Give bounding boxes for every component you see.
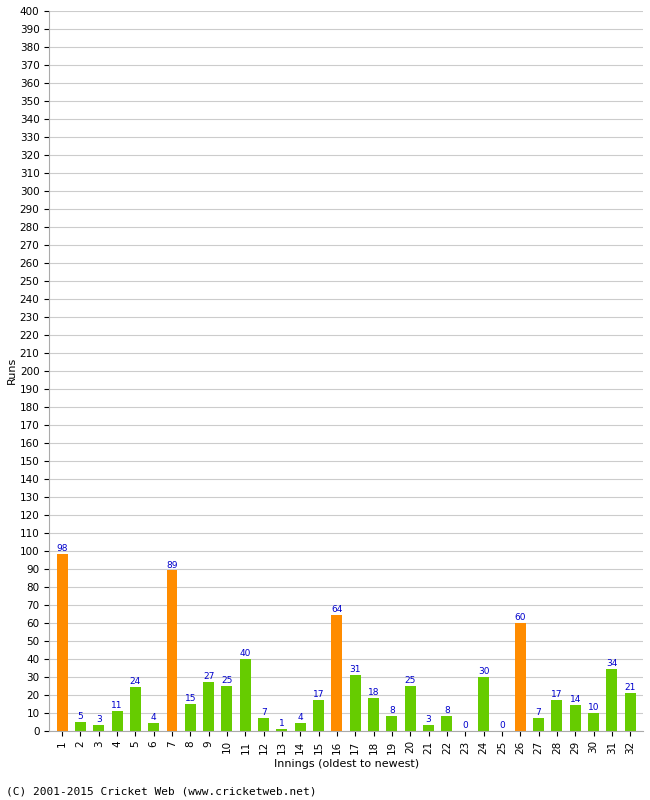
Text: 60: 60: [515, 613, 526, 622]
Text: 30: 30: [478, 666, 489, 676]
Y-axis label: Runs: Runs: [7, 357, 17, 384]
Text: 24: 24: [130, 678, 141, 686]
Bar: [441, 716, 452, 730]
Text: 10: 10: [588, 702, 599, 712]
Text: 1: 1: [279, 719, 285, 728]
Text: (C) 2001-2015 Cricket Web (www.cricketweb.net): (C) 2001-2015 Cricket Web (www.cricketwe…: [6, 786, 317, 796]
Bar: [166, 570, 177, 730]
Text: 17: 17: [551, 690, 563, 699]
Bar: [222, 686, 233, 730]
Text: 34: 34: [606, 659, 618, 669]
Bar: [478, 677, 489, 730]
Bar: [405, 686, 416, 730]
Bar: [75, 722, 86, 730]
X-axis label: Innings (oldest to newest): Innings (oldest to newest): [274, 759, 419, 769]
Text: 7: 7: [261, 708, 266, 717]
Text: 89: 89: [166, 561, 177, 570]
Bar: [368, 698, 379, 730]
Text: 7: 7: [536, 708, 541, 717]
Bar: [93, 725, 104, 730]
Text: 18: 18: [368, 688, 380, 698]
Text: 25: 25: [221, 676, 233, 685]
Bar: [313, 700, 324, 730]
Text: 15: 15: [185, 694, 196, 702]
Text: 27: 27: [203, 672, 215, 681]
Text: 0: 0: [462, 721, 468, 730]
Bar: [130, 687, 141, 730]
Bar: [533, 718, 544, 730]
Bar: [295, 723, 306, 730]
Bar: [240, 658, 251, 730]
Bar: [570, 706, 580, 730]
Text: 3: 3: [426, 715, 432, 724]
Text: 17: 17: [313, 690, 324, 699]
Bar: [332, 615, 343, 730]
Text: 14: 14: [569, 695, 581, 705]
Bar: [350, 674, 361, 730]
Bar: [515, 622, 526, 730]
Bar: [625, 693, 636, 730]
Bar: [606, 670, 618, 730]
Text: 8: 8: [389, 706, 395, 715]
Bar: [276, 729, 287, 730]
Text: 5: 5: [77, 712, 83, 721]
Text: 3: 3: [96, 715, 101, 724]
Bar: [185, 703, 196, 730]
Bar: [387, 716, 397, 730]
Text: 11: 11: [111, 701, 123, 710]
Text: 4: 4: [298, 714, 303, 722]
Text: 40: 40: [240, 649, 251, 658]
Text: 8: 8: [444, 706, 450, 715]
Text: 0: 0: [499, 721, 505, 730]
Text: 4: 4: [151, 714, 157, 722]
Text: 31: 31: [350, 665, 361, 674]
Bar: [423, 725, 434, 730]
Bar: [258, 718, 269, 730]
Text: 25: 25: [404, 676, 416, 685]
Bar: [551, 700, 562, 730]
Bar: [148, 723, 159, 730]
Bar: [203, 682, 214, 730]
Bar: [57, 554, 68, 730]
Bar: [112, 710, 122, 730]
Text: 64: 64: [332, 606, 343, 614]
Text: 21: 21: [625, 683, 636, 692]
Bar: [588, 713, 599, 730]
Text: 98: 98: [57, 544, 68, 554]
